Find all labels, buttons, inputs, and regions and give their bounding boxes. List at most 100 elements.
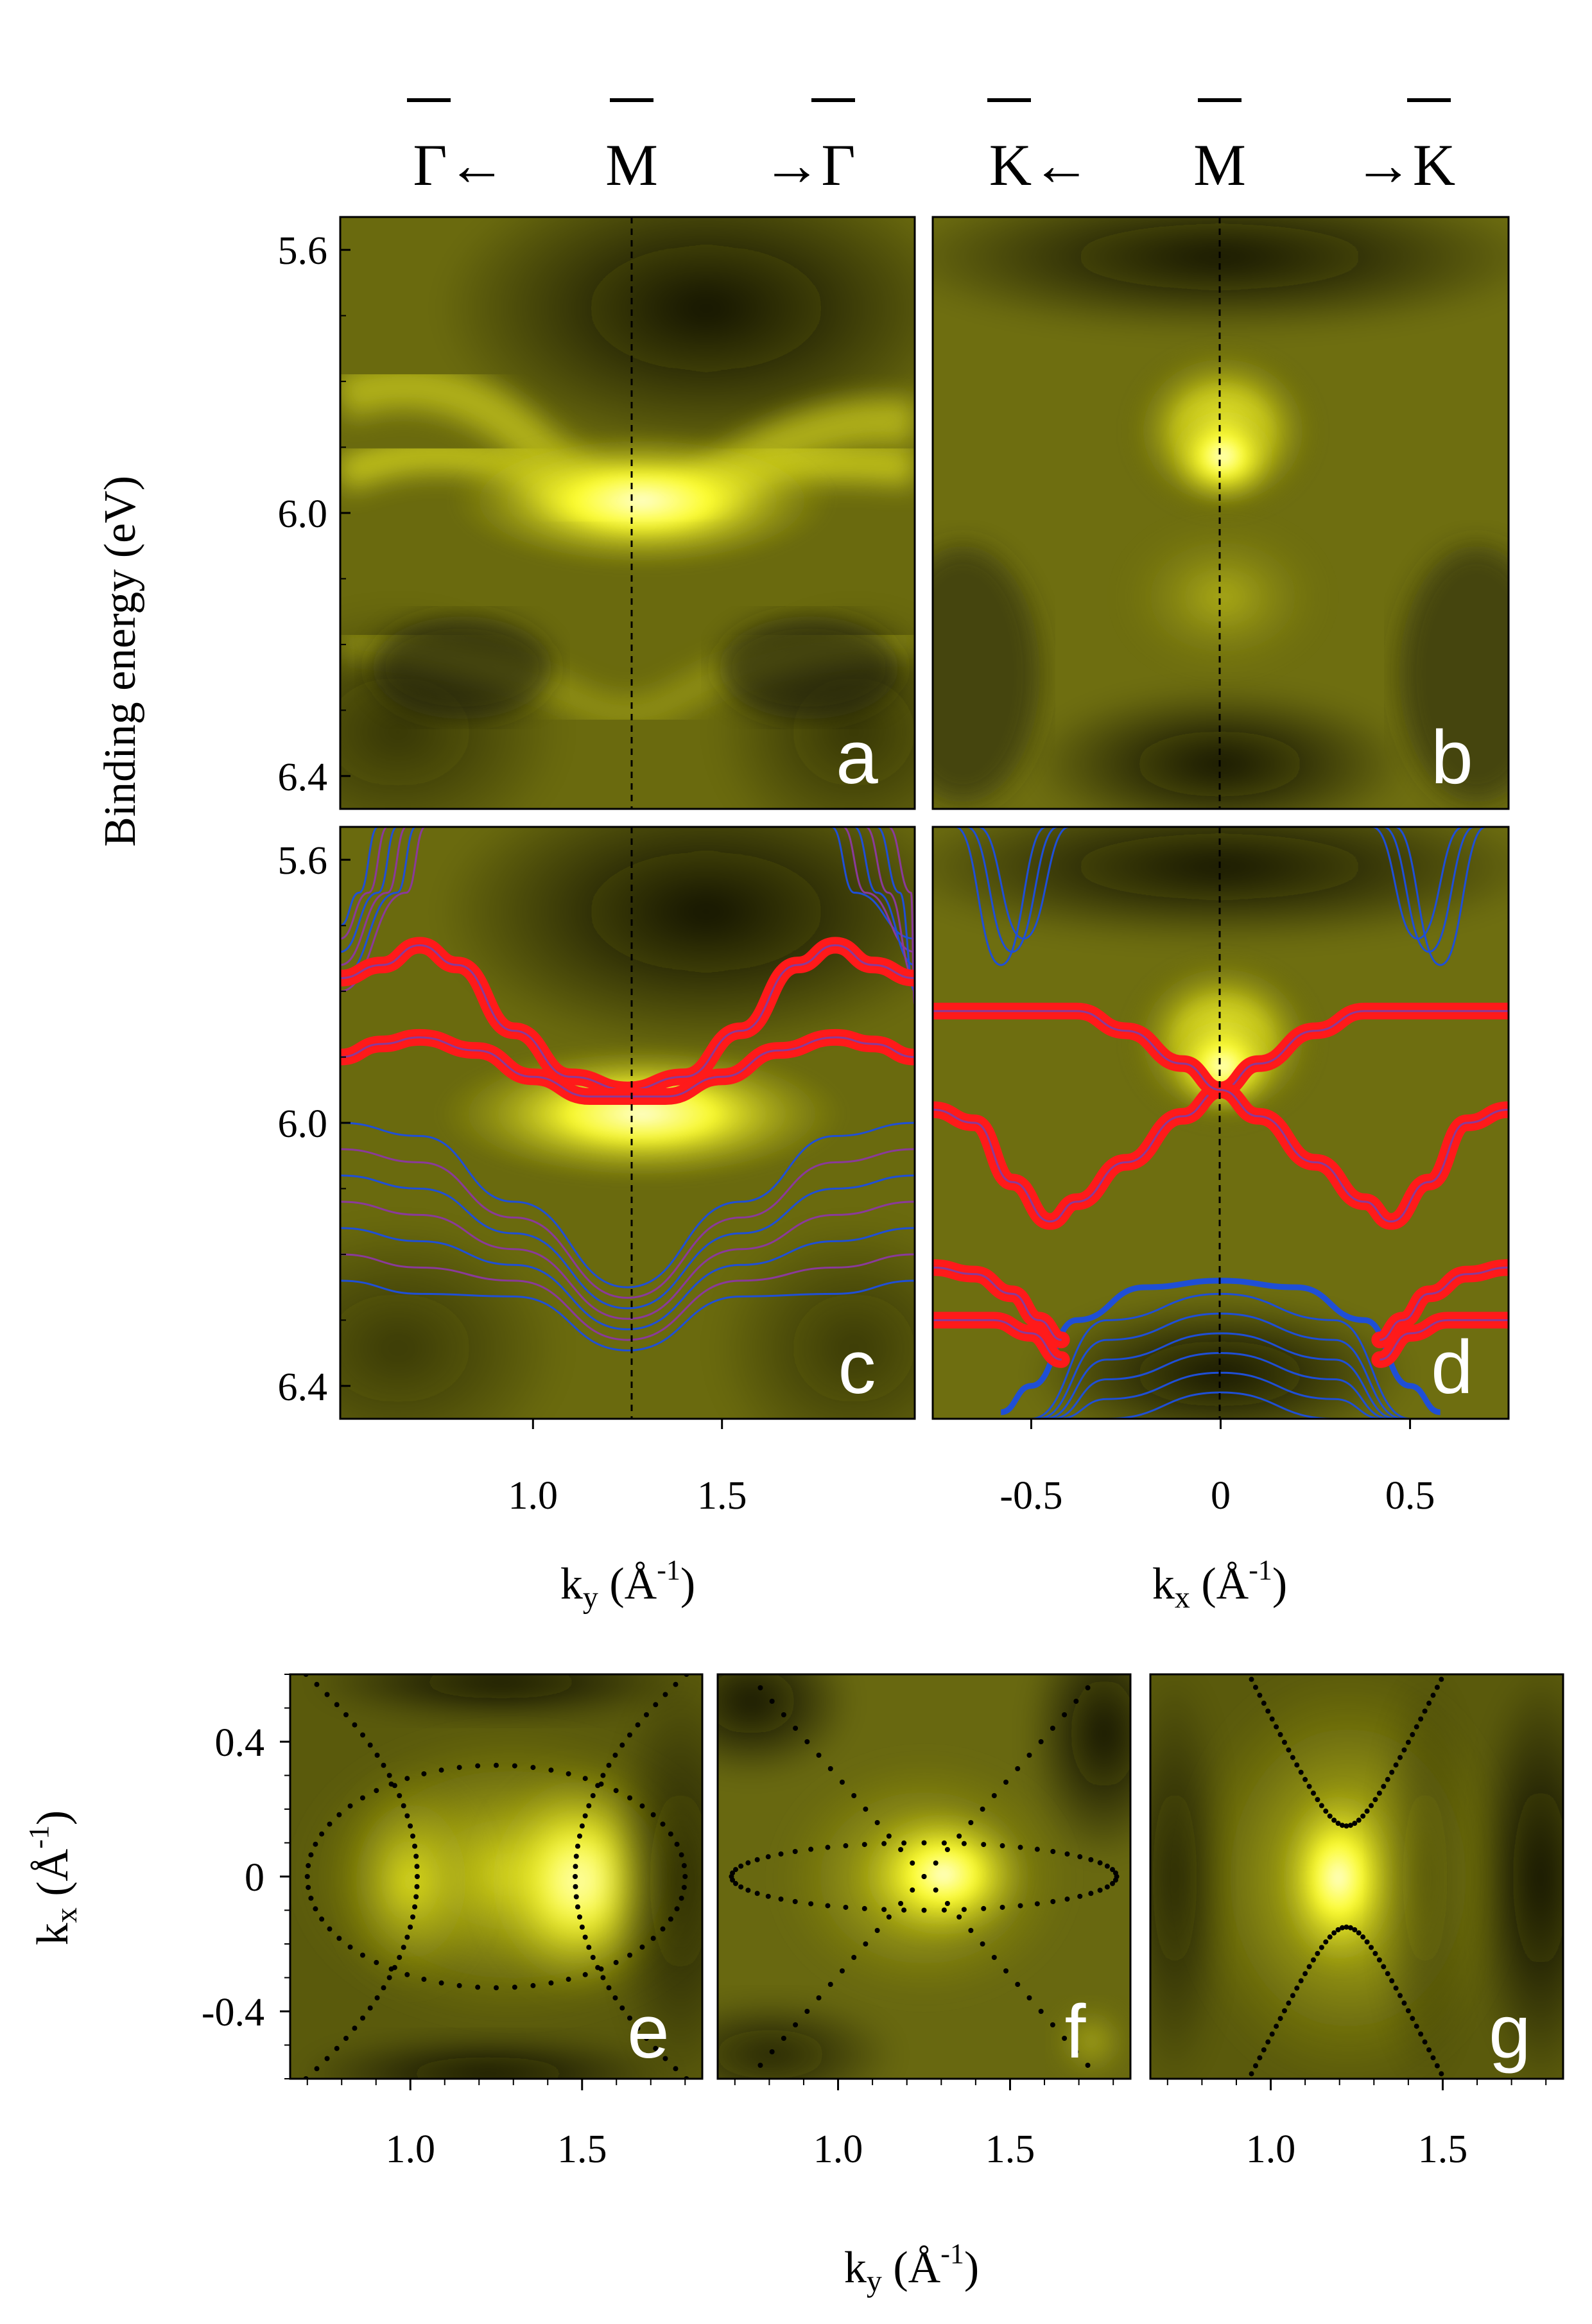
contour-dot [1323, 1939, 1329, 1945]
contour-dot [635, 2025, 641, 2031]
hs-symbol: K [989, 132, 1032, 198]
contour-dot [404, 1934, 410, 1940]
contour-dot [386, 1975, 392, 1981]
contour-dot [1414, 1724, 1419, 1730]
x-tick-label-d: -0.5 [999, 1474, 1062, 1518]
contour-dot [1381, 1964, 1387, 1970]
contour-dot [586, 1803, 592, 1808]
contour-dot [991, 1793, 997, 1798]
contour-dot [343, 1712, 349, 1717]
hs-symbol: Γ [821, 132, 855, 198]
contour-dot [408, 1924, 413, 1930]
contour-dot [627, 1795, 633, 1801]
contour-dot [1389, 1769, 1395, 1775]
contour-dot [901, 1907, 907, 1913]
contour-dot [347, 1944, 353, 1950]
contour-dot [413, 1894, 419, 1900]
panel-label-a: a [836, 715, 878, 800]
contour-dot [863, 1941, 869, 1947]
band-c-upper-0-4 [340, 827, 417, 980]
contour-dot [360, 1732, 366, 1738]
contour-dot [745, 1860, 751, 1866]
contour-dot [1376, 1791, 1382, 1796]
contour-dot [1455, 1645, 1460, 1650]
x-axis-title-d-main: k [1152, 1559, 1175, 1609]
contour-dot [308, 1895, 314, 1901]
contour-dot [1455, 2103, 1460, 2108]
contour-dot [579, 1924, 585, 1930]
contour-dot [421, 1771, 427, 1776]
contour-dot [1104, 1863, 1110, 1869]
contour-dot [1422, 2039, 1428, 2045]
contour-dot [933, 1860, 939, 1866]
contour-dot [1265, 1708, 1271, 1714]
band-c-upper-0-1 [340, 827, 388, 940]
contour-dot [1434, 2063, 1440, 2068]
contour-dot [313, 1841, 318, 1847]
contour-dot [1104, 1884, 1110, 1890]
contour-dot [1376, 1957, 1382, 1963]
contour-dot [754, 1857, 760, 1862]
contour-dot [1310, 1791, 1316, 1796]
hs-suffix: ← [1032, 132, 1091, 198]
y-tick-label-c: 6.4 [278, 1366, 328, 1409]
contour-dot [582, 1972, 588, 1977]
contour-dot [781, 1712, 786, 1717]
contour-dot [999, 1843, 1005, 1849]
contour-dot [673, 2066, 679, 2072]
contour-dot [367, 2005, 373, 2011]
contour-dot [1249, 2071, 1254, 2077]
contour-dot [808, 1901, 814, 1907]
contour-dot [573, 1864, 578, 1869]
contour-dot [401, 1803, 406, 1808]
contour-dot [438, 1980, 444, 1986]
contour-dot [1290, 1993, 1295, 1999]
contour-dot [1459, 2112, 1464, 2117]
contour-dot [863, 1807, 869, 1812]
band-red-lower-left-core [933, 1266, 1062, 1341]
contour-dot [410, 1914, 416, 1920]
contour-dot [1073, 2049, 1079, 2054]
contour-dot [1241, 1661, 1246, 1666]
contour-dot [1369, 1803, 1374, 1808]
contour-dot [804, 2009, 810, 2014]
contour-dot [586, 1945, 592, 1950]
panel-label-d: d [1431, 1325, 1473, 1410]
contour-dot [359, 1795, 365, 1801]
hs-symbol: Γ [413, 132, 447, 198]
contour-dot [627, 1952, 633, 1958]
contour-dot [769, 2049, 775, 2054]
contour-dot [1034, 1901, 1040, 1907]
contour-dot [941, 1840, 947, 1846]
contour-dot [910, 1860, 915, 1866]
contour-dot [730, 1877, 736, 1883]
contour-dot [1331, 1930, 1337, 1936]
contour-dot [1422, 1708, 1428, 1714]
x-tick-label-c: 1.5 [697, 1474, 747, 1518]
contour-dot [901, 1840, 907, 1846]
contour-dot [1397, 1993, 1403, 1999]
contour-dot [1017, 1903, 1023, 1909]
band-red-bottom-right-core [1380, 1319, 1509, 1361]
contour-dot [757, 1685, 763, 1690]
contour-dot [1236, 1652, 1242, 1658]
contour-dot [754, 1891, 760, 1896]
contour-dot [1347, 1823, 1353, 1828]
contour-dot [1269, 1716, 1275, 1722]
contour-dot [1439, 1676, 1444, 1682]
contour-dot [576, 1914, 582, 1920]
contour-dot [413, 1853, 419, 1859]
contour-dot [1281, 1739, 1287, 1745]
contour-dot [1410, 2016, 1415, 2022]
band-d-top-0-2 [955, 827, 1047, 966]
band-c-upper-1-3 [865, 827, 915, 980]
contour-dot [1447, 2087, 1452, 2092]
contour-dot [334, 1702, 340, 1708]
y-tick-label-e: 0.4 [215, 1721, 265, 1765]
contour-dot [1385, 1776, 1390, 1782]
band-c-upper-0-2 [340, 827, 398, 953]
high-symmetry-labels: Γ← M →Γ K← M →K [407, 98, 1455, 198]
contour-dot [662, 1692, 668, 1697]
contour-dot [1050, 1848, 1056, 1854]
contour-dot [360, 2015, 366, 2021]
